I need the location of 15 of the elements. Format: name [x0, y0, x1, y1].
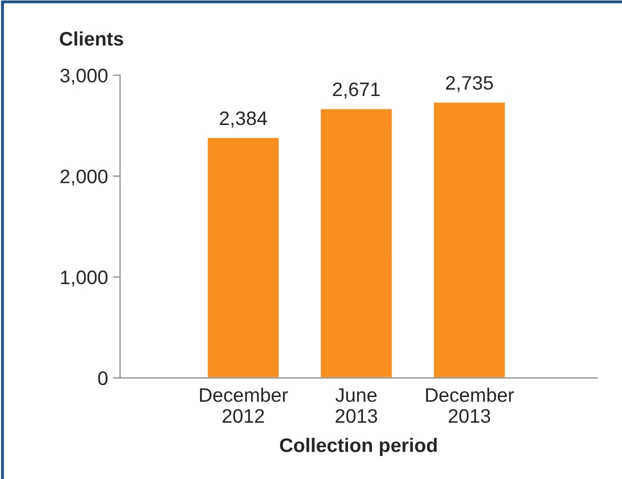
y-axis-title: Clients [60, 31, 124, 46]
y-tick-label: 0 [98, 371, 108, 386]
bar [432, 101, 506, 378]
data-label: 2,671 [332, 82, 380, 99]
y-tick-label: 1,000 [61, 270, 108, 287]
x-tick-label: June 2013 [336, 388, 378, 423]
x-tick-label: December 2012 [200, 388, 288, 423]
data-label: 2,735 [446, 76, 493, 92]
x-axis-title: Collection period [280, 438, 437, 456]
bar [206, 136, 280, 378]
x-tick-label: December 2013 [426, 388, 514, 423]
y-tick-label: 3,000 [60, 68, 108, 85]
y-tick-label: 2,000 [60, 170, 108, 186]
data-label: 2,384 [220, 111, 268, 128]
bar [319, 108, 394, 378]
